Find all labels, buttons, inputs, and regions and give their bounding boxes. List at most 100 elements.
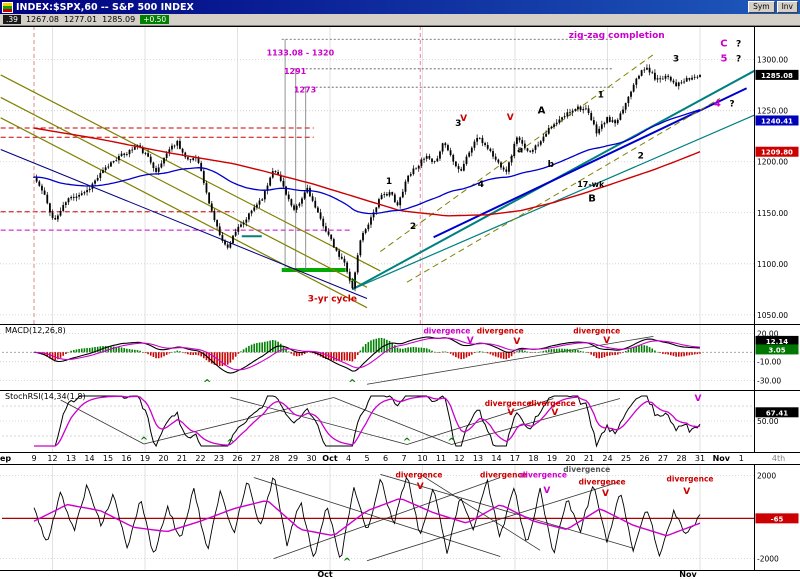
- date-label: 28: [676, 454, 687, 463]
- svg-text:V: V: [467, 336, 474, 346]
- svg-text:-30.00: -30.00: [757, 376, 781, 385]
- svg-text:1150.00: 1150.00: [757, 209, 788, 218]
- price-grid: [0, 26, 761, 324]
- red-moving-average: [33, 127, 701, 217]
- date-label: 17: [509, 454, 521, 463]
- date-label: 16: [121, 454, 132, 463]
- svg-text:divergence: divergence: [395, 470, 442, 479]
- date-label: 26: [232, 454, 243, 463]
- date-label: 27: [250, 454, 262, 463]
- breadth-panel[interactable]: 2000 -2000 -65 divergence divergence divergen…: [0, 464, 800, 570]
- breadth-annotations: divergence divergencedivergencedivergence…: [343, 465, 714, 568]
- date-label: 4: [345, 454, 352, 463]
- date-label: 4th: [771, 454, 786, 463]
- svg-text:67.41: 67.41: [766, 409, 788, 417]
- svg-text:StochRSI(14,34(1,8): StochRSI(14,34(1,8): [5, 392, 86, 401]
- svg-text:1273: 1273: [294, 85, 316, 94]
- price-chart-panel[interactable]: 1300.00 1250.00 1200.00 1150.00 1100.00 1050.…: [0, 26, 800, 324]
- svg-text:12.14: 12.14: [766, 338, 788, 346]
- app-icon: [2, 1, 13, 13]
- macd-panel[interactable]: 20.00 -10.00 -30.00 12.143.05 divergence dive…: [0, 324, 800, 390]
- svg-text:3: 3: [455, 119, 461, 129]
- date-label: 20: [565, 454, 576, 463]
- svg-text:divergence: divergence: [423, 327, 470, 336]
- date-label: 29: [287, 454, 299, 463]
- date-label: 21: [176, 454, 188, 463]
- date-label: 23: [213, 454, 225, 463]
- svg-text:1285.08: 1285.08: [761, 72, 793, 80]
- date-label: 13: [472, 454, 484, 463]
- svg-text:b: b: [548, 160, 555, 170]
- quote-net-change: +0.50: [140, 15, 170, 24]
- month-label: Nov: [712, 454, 730, 463]
- svg-text:^: ^: [349, 277, 358, 290]
- axis-value-box: [755, 407, 799, 418]
- svg-text:1: 1: [386, 177, 392, 187]
- date-label: 26: [639, 454, 650, 463]
- date-label: 10: [417, 454, 428, 463]
- svg-text:-2000: -2000: [757, 555, 779, 564]
- svg-text:V: V: [417, 482, 424, 492]
- svg-text:divergence: divergence: [579, 478, 626, 487]
- svg-text:^: ^: [203, 378, 211, 389]
- svg-text:^: ^: [226, 438, 234, 449]
- svg-text:^: ^: [140, 436, 148, 447]
- svg-text:1291: 1291: [284, 67, 307, 76]
- macd-signal-line: [33, 337, 701, 371]
- date-label: 9: [31, 454, 37, 463]
- svg-text:^: ^: [403, 437, 411, 448]
- svg-text:1250.00: 1250.00: [757, 107, 788, 116]
- axis-area: [755, 324, 800, 390]
- date-label: 30: [306, 454, 317, 463]
- stochrsi-k-line: [34, 395, 701, 448]
- date-label: 31: [694, 454, 706, 463]
- date-label: 12: [454, 454, 465, 463]
- stochrsi-d-line: [34, 395, 701, 447]
- month-label: Oct: [322, 454, 338, 463]
- svg-text:4: 4: [714, 99, 721, 110]
- candlesticks: [33, 64, 701, 292]
- svg-text:divergence: divergence: [529, 399, 576, 408]
- date-label: 13: [65, 454, 77, 463]
- svg-text:1200.00: 1200.00: [757, 158, 788, 167]
- date-label: 24: [602, 454, 613, 463]
- svg-text:V: V: [551, 408, 558, 418]
- svg-text:divergence: divergence: [573, 327, 620, 336]
- axis-value-box: [755, 513, 799, 524]
- svg-text:2000: 2000: [757, 471, 776, 480]
- svg-text:2: 2: [638, 152, 644, 162]
- svg-text:1: 1: [598, 90, 604, 100]
- svg-text:V: V: [683, 487, 690, 497]
- quote-open: 1267.08: [25, 15, 60, 24]
- date-label: 12: [47, 454, 58, 463]
- bottom-date-axis: Oct Nov: [0, 570, 800, 579]
- interval-button[interactable]: Inv: [776, 1, 798, 13]
- date-label: 14: [84, 454, 95, 463]
- symbol-button[interactable]: Sym: [748, 1, 775, 13]
- axis-value-box: [755, 335, 799, 346]
- quote-high: 1277.01: [64, 15, 98, 24]
- svg-text:1209.80: 1209.80: [761, 149, 793, 157]
- svg-text:50.00: 50.00: [757, 417, 779, 426]
- svg-text:zig-zag completion: zig-zag completion: [569, 31, 665, 41]
- svg-text:4: 4: [478, 180, 484, 190]
- blue-moving-average: [33, 108, 701, 215]
- svg-text:^: ^: [343, 557, 351, 568]
- svg-text:divergence: divergence: [477, 327, 524, 336]
- svg-text:1133.08 - 1320: 1133.08 - 1320: [267, 49, 335, 58]
- month-label: Oct: [317, 570, 333, 579]
- title-bar-buttons: Sym Inv: [748, 1, 798, 13]
- svg-text:^: ^: [348, 378, 356, 389]
- svg-text:V: V: [603, 336, 610, 346]
- svg-text:divergence: divergence: [667, 474, 714, 483]
- date-label: 1: [738, 454, 744, 463]
- macd-histogram: [33, 337, 701, 367]
- svg-text:?: ?: [736, 39, 741, 49]
- date-label: 18: [528, 454, 539, 463]
- date-label: 15: [102, 454, 114, 463]
- axis-value-box: [755, 146, 799, 157]
- svg-text:-65: -65: [771, 515, 784, 523]
